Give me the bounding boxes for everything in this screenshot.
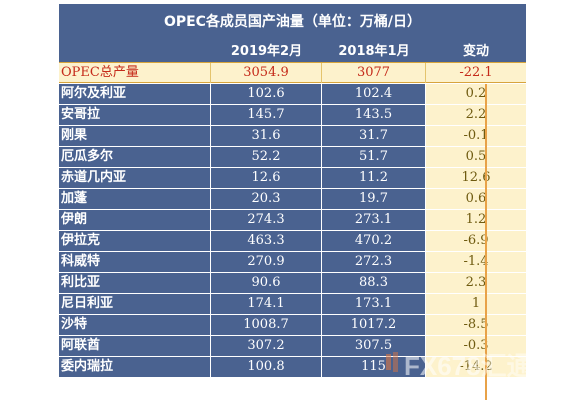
value-2019-feb: 12.6 [211,168,322,188]
country-name: 伊朗 [59,210,211,230]
table-row: 厄瓜多尔 52.2 51.7 0.5 [59,147,526,168]
value-2018-jan: 51.7 [322,147,426,167]
value-2019-feb: 145.7 [211,105,322,125]
table-row: 科威特 270.9 272.3 -1.4 [59,252,526,273]
country-name: 阿联酋 [59,336,211,356]
country-name: 赤道几内亚 [59,168,211,188]
total-2019: 3054.9 [211,63,322,83]
country-name: 刚果 [59,126,211,146]
value-change: 1.2 [426,210,526,230]
total-name: OPEC总产量 [59,63,211,83]
value-change: 0.2 [426,84,526,104]
value-2018-jan: 88.3 [322,273,426,293]
header-2019-feb: 2019年2月 [230,44,303,59]
value-change: 1 [426,294,526,314]
value-change: -0.1 [426,126,526,146]
value-2019-feb: 100.8 [211,357,322,377]
table-row: 利比亚 90.6 88.3 2.3 [59,273,526,294]
value-2019-feb: 102.6 [211,84,322,104]
value-2018-jan: 143.5 [322,105,426,125]
value-2019-feb: 463.3 [211,231,322,251]
value-2018-jan: 115 [322,357,426,377]
country-name: 沙特 [59,315,211,335]
value-2018-jan: 31.7 [322,126,426,146]
value-2018-jan: 272.3 [322,252,426,272]
table-row: 阿尔及利亚 102.6 102.4 0.2 [59,84,526,105]
table-row: 加蓬 20.3 19.7 0.6 [59,189,526,210]
country-name: 阿尔及利亚 [59,84,211,104]
value-2018-jan: 173.1 [322,294,426,314]
value-2018-jan: 273.1 [322,210,426,230]
value-2019-feb: 270.9 [211,252,322,272]
opec-output-table: OPEC各成员国产油量（单位：万桶/日） 2019年2月 2018年1月 变动 … [59,4,526,400]
value-2019-feb: 31.6 [211,126,322,146]
total-change: -22.1 [459,65,493,80]
table-row: 赤道几内亚 12.6 11.2 12.6 [59,168,526,189]
total-row: OPEC总产量 3054.9 3077 -22.1 [59,62,526,83]
country-name: 伊拉克 [59,231,211,251]
table-row: 沙特 1008.7 1017.2 -8.5 [59,315,526,336]
value-change: -14.2 [426,357,526,377]
table-row: 尼日利亚 174.1 173.1 1 [59,294,526,315]
value-2018-jan: 307.5 [322,336,426,356]
table-row: 刚果 31.6 31.7 -0.1 [59,126,526,147]
value-2019-feb: 52.2 [211,147,322,167]
country-name: 委内瑞拉 [59,357,211,377]
country-name: 尼日利亚 [59,294,211,314]
value-change: 2.2 [426,105,526,125]
value-2019-feb: 20.3 [211,189,322,209]
table-row: 伊朗 274.3 273.1 1.2 [59,210,526,231]
value-2019-feb: 90.6 [211,273,322,293]
value-2018-jan: 1017.2 [322,315,426,335]
country-name: 加蓬 [59,189,211,209]
table-row: 委内瑞拉 100.8 115 -14.2 [59,357,526,378]
table-row: 阿联酋 307.2 307.5 -0.3 [59,336,526,357]
header-change: 变动 [462,44,489,59]
table-title: OPEC各成员国产油量（单位：万桶/日） [59,4,526,41]
country-name: 利比亚 [59,273,211,293]
table-row: 伊拉克 463.3 470.2 -6.9 [59,231,526,252]
value-change: 2.3 [426,273,526,293]
value-2019-feb: 274.3 [211,210,322,230]
header-2018-jan: 2018年1月 [338,44,410,59]
country-name: 厄瓜多尔 [59,147,211,167]
value-2019-feb: 307.2 [211,336,322,356]
value-change: 0.5 [426,147,526,167]
header-row: 2019年2月 2018年1月 变动 [59,41,526,62]
value-change: -0.3 [426,336,526,356]
value-change: -8.5 [426,315,526,335]
value-2019-feb: 174.1 [211,294,322,314]
value-2018-jan: 11.2 [322,168,426,188]
value-change: -6.9 [426,231,526,251]
total-2018: 3077 [322,63,426,83]
value-2019-feb: 1008.7 [211,315,322,335]
value-change: -1.4 [426,252,526,272]
country-name: 科威特 [59,252,211,272]
table-row: 安哥拉 145.7 143.5 2.2 [59,105,526,126]
country-name: 安哥拉 [59,105,211,125]
value-2018-jan: 19.7 [322,189,426,209]
value-2018-jan: 470.2 [322,231,426,251]
value-change: 12.6 [426,168,526,188]
value-change: 0.6 [426,189,526,209]
value-2018-jan: 102.4 [322,84,426,104]
